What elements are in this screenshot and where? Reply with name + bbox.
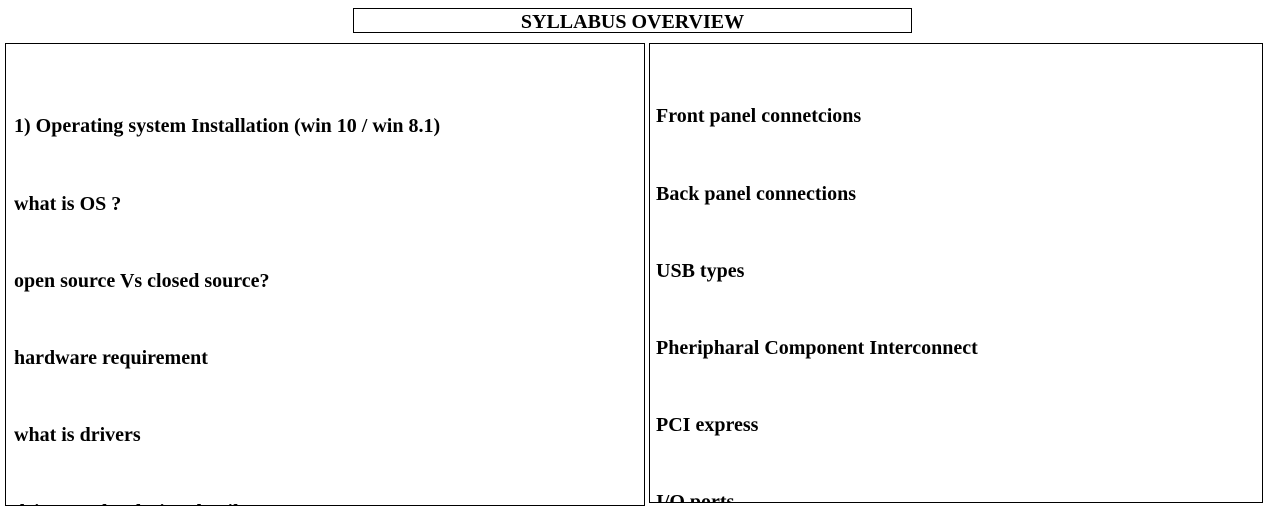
topic-line: driver pack solution details (14, 500, 440, 505)
topic-line: hardware requirement (14, 346, 208, 369)
right-panel-text: Front panel connetcions Back panel conne… (656, 53, 1094, 503)
page-title: SYLLABUS OVERVIEW (353, 8, 912, 33)
topic-line: I/O ports (656, 490, 735, 503)
topic-line: Front panel connetcions (656, 105, 862, 128)
topic-line: open source Vs closed source? (14, 269, 270, 292)
topic-line: what is drivers (14, 423, 141, 446)
topic-line: USB types (656, 259, 745, 282)
syllabus-left-panel: 1) Operating system Installation (win 10… (5, 43, 645, 506)
topic-line: Back panel connections (656, 182, 857, 205)
topic-line: Pheripharal Component Interconnect (656, 336, 978, 359)
syllabus-right-panel: Front panel connetcions Back panel conne… (649, 43, 1263, 503)
topic-line: 1) Operating system Installation (win 10… (14, 115, 441, 138)
topic-line: what is OS ? (14, 192, 122, 215)
left-panel-text: 1) Operating system Installation (win 10… (14, 63, 441, 505)
topic-line: PCI express (656, 413, 759, 436)
